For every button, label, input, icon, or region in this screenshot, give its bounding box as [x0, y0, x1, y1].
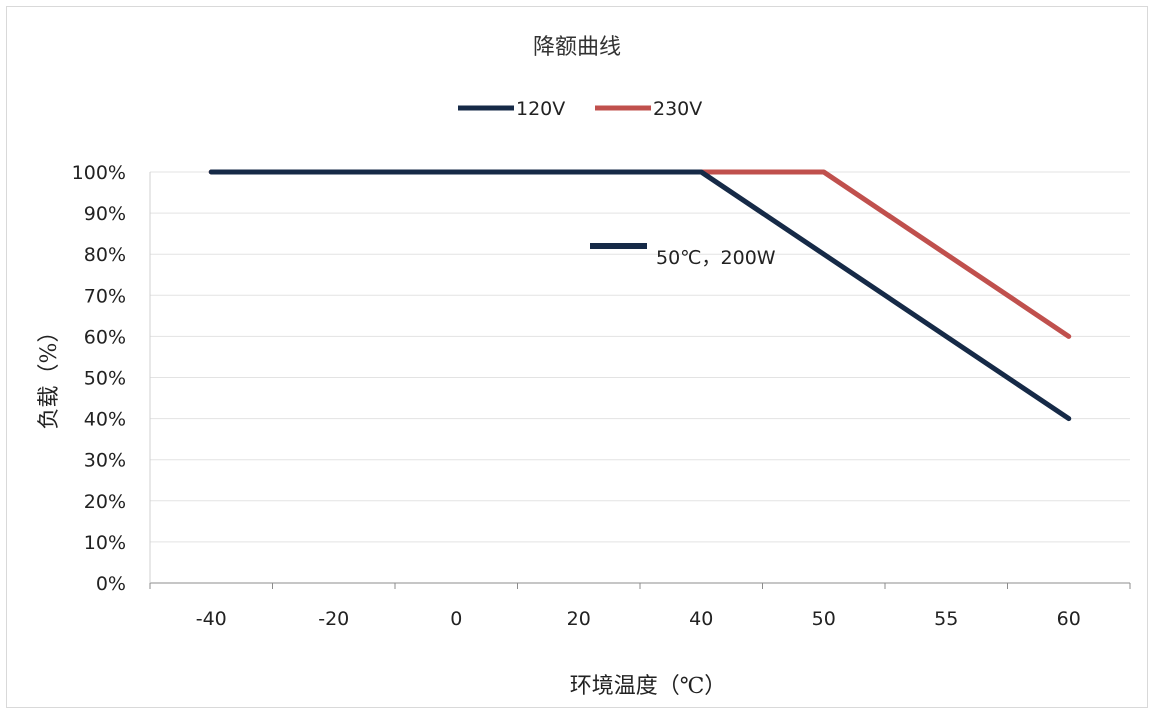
y-axis-title: 负载（%） — [37, 321, 62, 430]
y-tick-label: 60% — [84, 326, 126, 348]
y-tick-label: 80% — [84, 244, 126, 266]
chart-frame — [6, 6, 1148, 708]
y-axis-tick-labels: 0% 10% 20% 30% 40% 50% 60% 70% 80% 90% 100% — [72, 162, 126, 595]
x-tick-label: -40 — [196, 608, 227, 630]
legend-label-230v: 230V — [653, 98, 702, 120]
y-tick-label: 30% — [84, 450, 126, 472]
x-tick-label: 20 — [567, 608, 591, 630]
annotation-label: 50℃，200W — [656, 247, 776, 269]
y-tick-label: 50% — [84, 368, 126, 390]
y-tick-label: 70% — [84, 285, 126, 307]
x-tick-label: -20 — [318, 608, 349, 630]
x-tick-label: 0 — [450, 608, 462, 630]
x-tick-label: 50 — [812, 608, 836, 630]
x-tick-label: 40 — [689, 608, 713, 630]
gridlines — [150, 171, 1130, 543]
y-tick-label: 0% — [96, 573, 126, 595]
y-tick-label: 20% — [84, 491, 126, 513]
chart-title: 降额曲线 — [533, 35, 621, 60]
legend-label-120v: 120V — [516, 98, 565, 120]
y-tick-label: 90% — [84, 203, 126, 225]
series-line-120v — [208, 169, 1072, 422]
y-tick-label: 10% — [84, 532, 126, 554]
series-lines — [208, 169, 1072, 422]
x-tick-label: 60 — [1057, 608, 1081, 630]
y-tick-label: 100% — [72, 162, 126, 184]
x-axis: -40 -20 0 20 40 50 55 60 — [149, 172, 1131, 630]
annotation: 50℃，200W — [590, 243, 776, 269]
legend: 120V 230V — [458, 98, 702, 120]
x-tick-label: 55 — [934, 608, 958, 630]
x-axis-title: 环境温度（℃） — [570, 674, 727, 699]
y-tick-label: 40% — [84, 409, 126, 431]
